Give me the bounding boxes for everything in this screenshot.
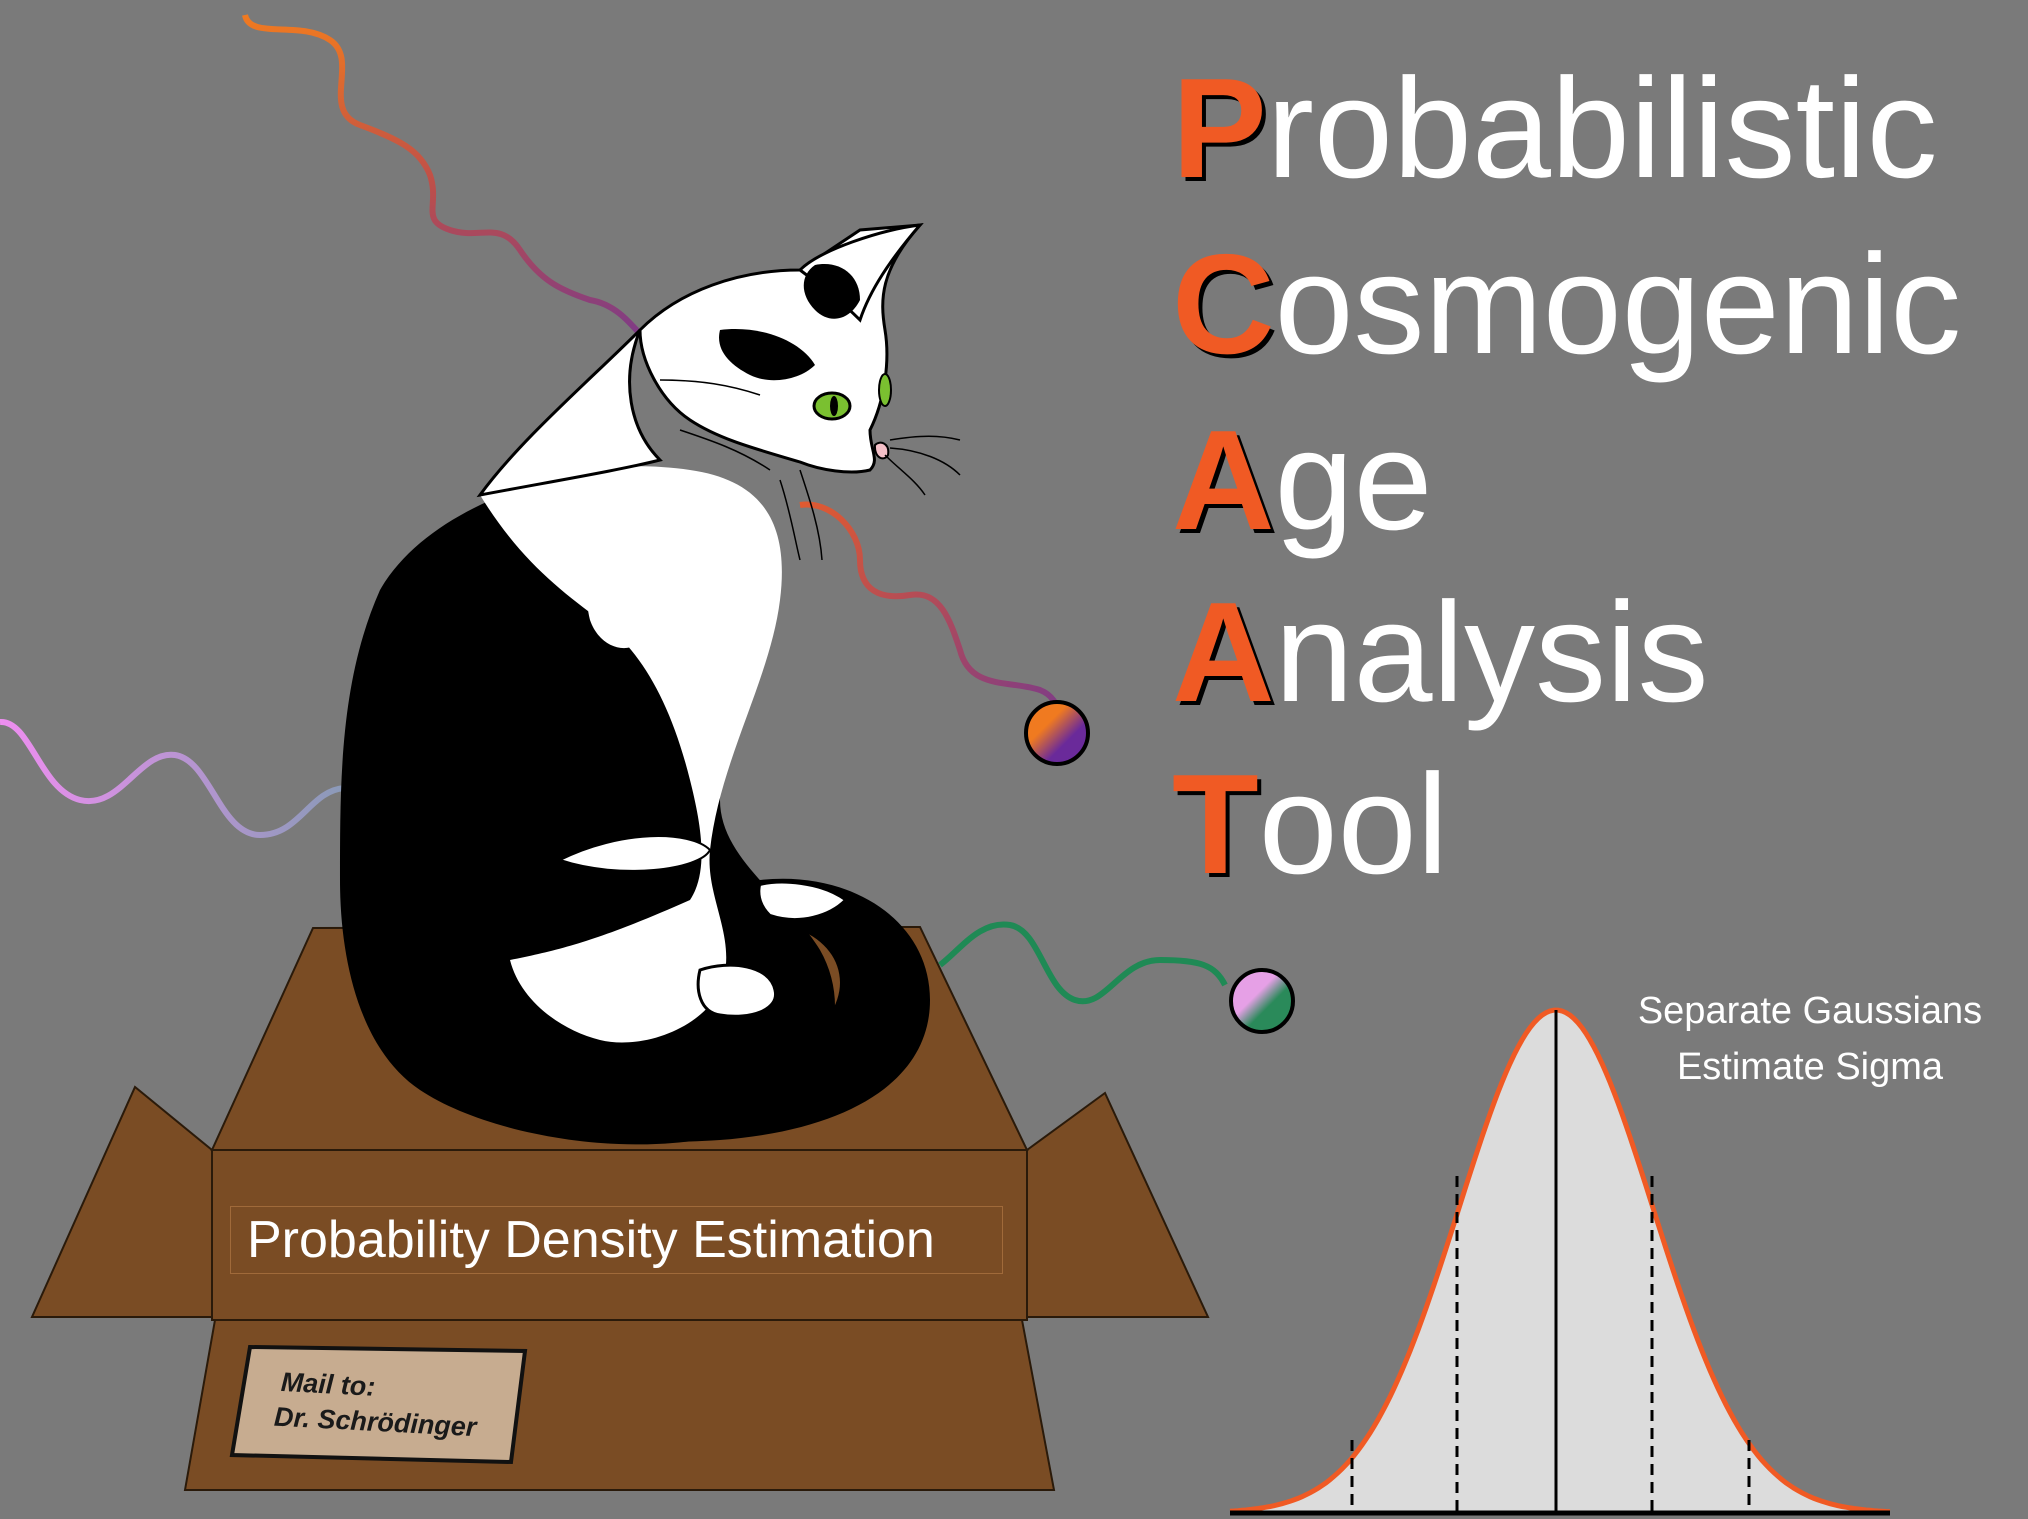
gaussian-label-line-2: Estimate Sigma [1676, 1046, 1944, 1088]
wave-middle [799, 501, 1063, 736]
mail-label: Mail to: Dr. Schrödinger [227, 1340, 528, 1463]
title-initial: P [1172, 49, 1267, 208]
title-rest: ge [1274, 401, 1433, 560]
gaussian-curve [1229, 1007, 1891, 1515]
title-line-3: Age [1172, 410, 1433, 552]
wave-green [938, 921, 1228, 1005]
particle-orange-purple [1024, 700, 1090, 766]
cardboard-box [30, 925, 1210, 1491]
title-rest: robabilistic [1266, 49, 1938, 208]
title-rest: osmogenic [1274, 225, 1962, 384]
mail-label-card [229, 1344, 528, 1465]
box-front [211, 1149, 1028, 1321]
gaussian-label-line-1: Separate Gaussians [1637, 990, 1983, 1032]
wave-left [0, 719, 346, 839]
cat-eye-right [878, 373, 892, 407]
box-flap-right [1026, 1091, 1210, 1318]
title-line-4: Analysis [1172, 582, 1709, 724]
particle-pink-green [1229, 968, 1295, 1034]
title-initial: A [1172, 573, 1275, 732]
cat [340, 223, 961, 1145]
gaussian-chart [1229, 1007, 1891, 1516]
title-line-1: Probabilistic [1172, 58, 1938, 200]
title-rest: nalysis [1274, 573, 1709, 732]
box-flap-left [30, 1085, 213, 1318]
title-initial: A [1172, 401, 1275, 560]
wave-top [242, 13, 653, 348]
title-initial: T [1172, 745, 1259, 904]
title-rest: ool [1258, 745, 1449, 904]
title-line-2: Cosmogenic [1172, 234, 1961, 376]
box-label: Probability Density Estimation [230, 1206, 1003, 1274]
title-initial: C [1172, 225, 1275, 384]
title-line-5: Tool [1172, 754, 1448, 896]
